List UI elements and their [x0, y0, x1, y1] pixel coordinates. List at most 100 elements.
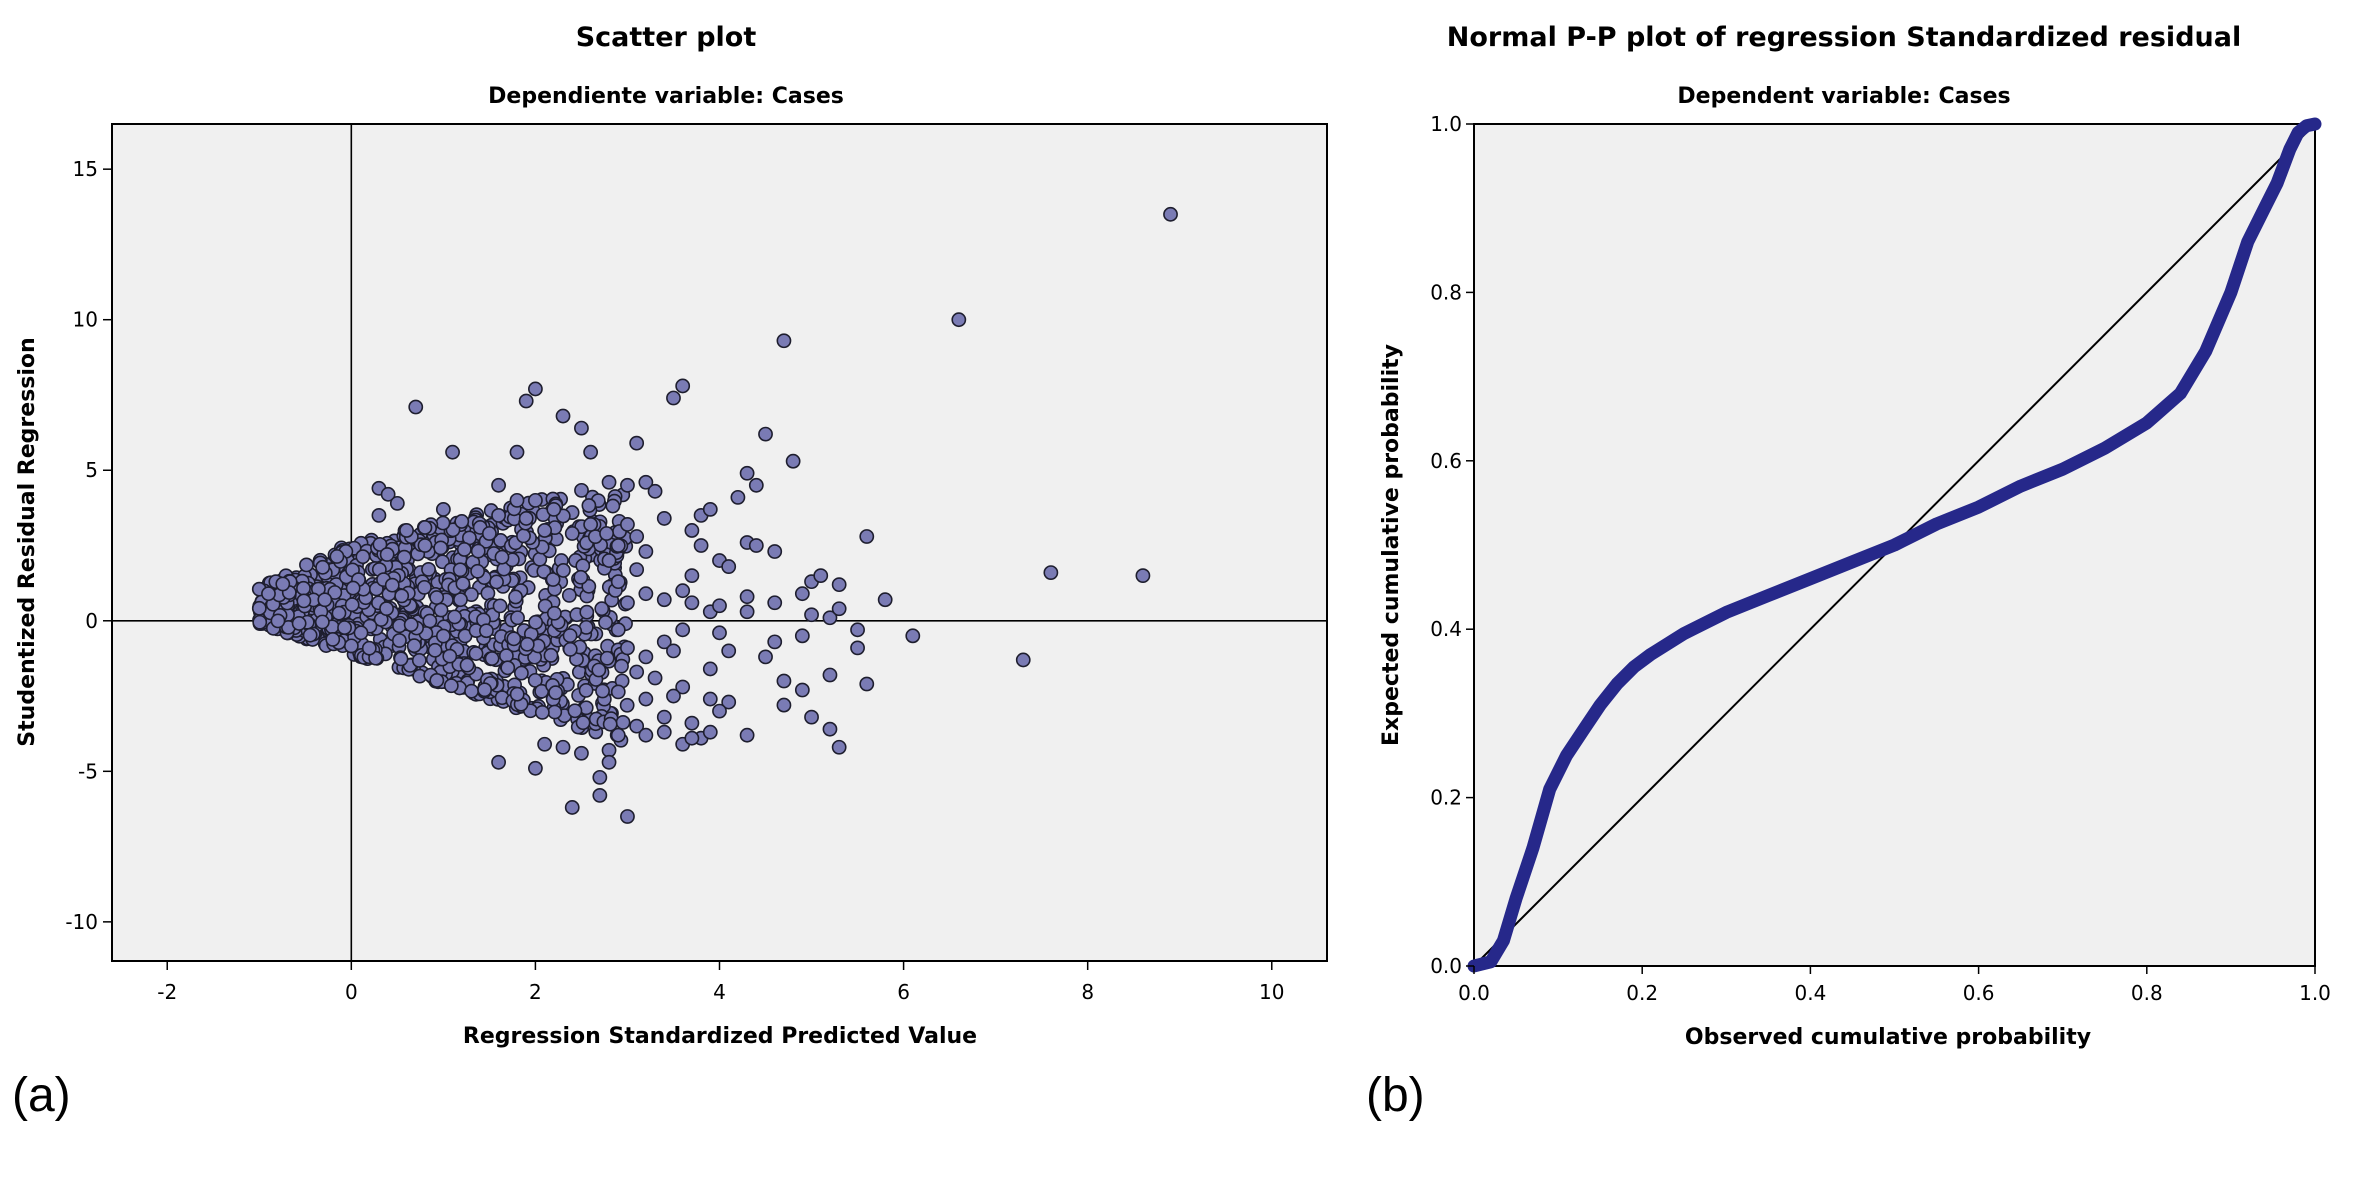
- scatter-point: [620, 595, 635, 611]
- scatter-point: [610, 684, 626, 700]
- scatter-point: [702, 661, 718, 677]
- scatter-point: [528, 760, 543, 776]
- pp-y-tick-label: 0.0: [1430, 954, 1462, 978]
- scatter-point: [951, 312, 967, 328]
- pp-x-tick-label: 0.0: [1458, 981, 1490, 1005]
- scatter-point: [614, 658, 629, 674]
- scatter-point: [610, 622, 626, 638]
- scatter-point: [776, 697, 792, 713]
- scatter-point: [459, 657, 475, 673]
- scatter-point: [344, 597, 360, 613]
- scatter-point: [599, 650, 615, 666]
- scatter-point: [468, 646, 484, 661]
- scatter-point: [417, 520, 433, 535]
- scatter-point: [831, 739, 847, 755]
- scatter-point: [417, 579, 432, 595]
- scatter-point: [693, 538, 709, 553]
- scatter-point: [435, 515, 451, 531]
- scatter-point: [509, 686, 525, 702]
- scatter-point: [620, 477, 635, 493]
- scatter-point: [534, 704, 550, 720]
- scatter-point: [574, 482, 589, 498]
- scatter-point: [379, 601, 394, 617]
- scatter-point: [329, 549, 345, 564]
- scatter-point: [537, 736, 553, 752]
- scatter-point: [610, 574, 626, 590]
- scatter-point: [380, 486, 396, 502]
- scatter-point: [712, 625, 727, 641]
- scatter-point: [261, 586, 276, 602]
- scatter-point: [528, 492, 543, 508]
- scatter-point: [666, 390, 681, 406]
- scatter-point: [498, 648, 514, 664]
- scatter-point: [831, 577, 847, 593]
- scatter-point: [327, 585, 343, 600]
- scatter-point: [629, 435, 645, 451]
- pp-y-tick-label: 0.8: [1430, 280, 1462, 304]
- scatter-point: [489, 574, 504, 590]
- scatter-title: Scatter plot: [576, 22, 757, 53]
- scatter-point: [638, 474, 654, 490]
- scatter-panel: Scatter plot Dependiente variable: Cases…: [12, 22, 1328, 1122]
- scatter-point: [822, 667, 838, 683]
- pp-y-tick-label: 1.0: [1430, 112, 1462, 136]
- pp-subtitle: Dependent variable: Cases: [1677, 84, 2010, 109]
- scatter-point: [508, 589, 523, 605]
- scatter-point: [1043, 565, 1059, 581]
- scatter-point: [629, 562, 645, 577]
- pp-y-axis-label: Expected cumulative probability: [1379, 344, 1404, 746]
- scatter-point: [581, 498, 597, 513]
- scatter-point: [456, 542, 472, 557]
- scatter-point: [629, 529, 645, 544]
- scatter-point: [601, 754, 617, 770]
- scatter-point: [392, 633, 407, 648]
- scatter-point: [514, 665, 529, 681]
- scatter-point: [518, 393, 534, 409]
- scatter-point: [675, 679, 691, 695]
- scatter-point: [421, 561, 436, 577]
- scatter-point: [429, 673, 445, 688]
- scatter-point: [656, 724, 672, 740]
- scatter-point: [591, 662, 607, 678]
- scatter-point: [492, 598, 508, 614]
- scatter-point: [620, 517, 635, 532]
- scatter-point: [610, 538, 626, 553]
- scatter-point: [543, 647, 559, 663]
- pp-y-tick-label: 0.2: [1430, 786, 1462, 810]
- scatter-point: [470, 563, 486, 579]
- scatter-point: [602, 716, 618, 732]
- scatter-point: [433, 540, 449, 556]
- scatter-point: [345, 580, 361, 596]
- pp-panel: Normal P-P plot of regression Standardiz…: [1366, 22, 2331, 1122]
- pp-x-tick-label: 0.8: [2131, 981, 2163, 1005]
- scatter-point: [758, 649, 773, 665]
- scatter-point: [794, 628, 810, 644]
- scatter-point: [804, 709, 819, 725]
- pp-x-tick-label: 1.0: [2299, 981, 2331, 1005]
- scatter-point: [555, 408, 571, 424]
- scatter-plot-area: [111, 123, 1328, 962]
- scatter-point: [481, 526, 497, 541]
- scatter-point: [519, 636, 535, 652]
- scatter-point: [464, 683, 479, 699]
- scatter-point: [447, 609, 463, 625]
- scatter-point: [592, 769, 608, 785]
- scatter-point: [315, 559, 331, 575]
- scatter-point: [684, 715, 700, 731]
- scatter-point: [443, 678, 459, 694]
- scatter-point: [562, 641, 578, 657]
- scatter-x-tick-label: 10: [1259, 980, 1284, 1004]
- scatter-point: [675, 378, 691, 394]
- scatter-x-tick-label: 0: [345, 980, 358, 1004]
- pp-y-tick-label: 0.4: [1430, 617, 1462, 641]
- scatter-point: [302, 627, 318, 643]
- scatter-y-axis-label: Studentized Residual Regression: [15, 337, 40, 746]
- scatter-point: [455, 576, 471, 592]
- scatter-point: [555, 739, 571, 755]
- scatter-point: [656, 634, 672, 650]
- scatter-point: [291, 616, 307, 631]
- scatter-point: [509, 444, 525, 460]
- scatter-point: [453, 592, 468, 608]
- scatter-point: [567, 703, 583, 719]
- scatter-point: [436, 628, 451, 644]
